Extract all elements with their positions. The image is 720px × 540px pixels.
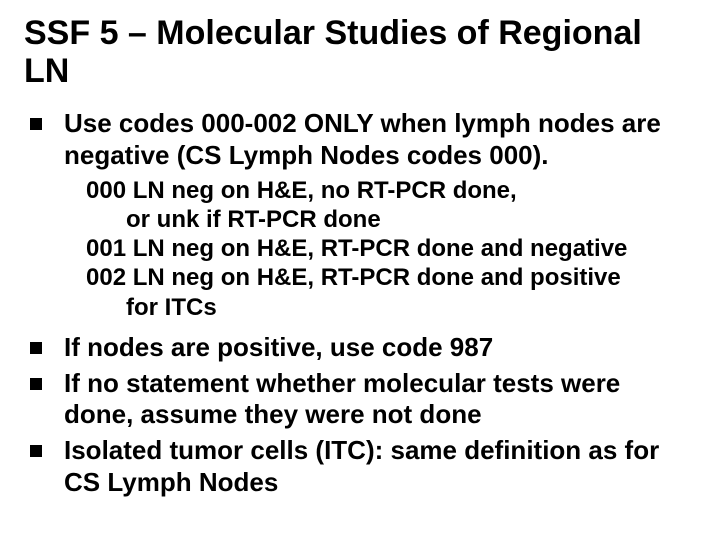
code-definitions: 000 LN neg on H&E, no RT-PCR done, or un… xyxy=(86,176,696,322)
square-bullet-icon xyxy=(30,378,42,390)
slide: SSF 5 – Molecular Studies of Regional LN… xyxy=(0,0,720,540)
code-line: 002 LN neg on H&E, RT-PCR done and posit… xyxy=(86,263,696,292)
bullet-text: If nodes are positive, use code 987 xyxy=(64,332,493,364)
bullet-list: If nodes are positive, use code 987 If n… xyxy=(24,332,696,499)
slide-title: SSF 5 – Molecular Studies of Regional LN xyxy=(24,14,696,90)
square-bullet-icon xyxy=(30,445,42,457)
code-line-continuation: for ITCs xyxy=(86,293,696,322)
list-item: Isolated tumor cells (ITC): same definit… xyxy=(24,435,696,498)
list-item: If nodes are positive, use code 987 xyxy=(24,332,696,364)
bullet-text: If no statement whether molecular tests … xyxy=(64,368,696,431)
bullet-list: Use codes 000-002 ONLY when lymph nodes … xyxy=(24,108,696,171)
code-line: 000 LN neg on H&E, no RT-PCR done, xyxy=(86,176,696,205)
code-line: 001 LN neg on H&E, RT-PCR done and negat… xyxy=(86,234,696,263)
list-item: If no statement whether molecular tests … xyxy=(24,368,696,431)
list-item: Use codes 000-002 ONLY when lymph nodes … xyxy=(24,108,696,171)
bullet-text: Use codes 000-002 ONLY when lymph nodes … xyxy=(64,108,696,171)
bullet-text: Isolated tumor cells (ITC): same definit… xyxy=(64,435,696,498)
square-bullet-icon xyxy=(30,118,42,130)
square-bullet-icon xyxy=(30,342,42,354)
code-line-continuation: or unk if RT-PCR done xyxy=(86,205,696,234)
